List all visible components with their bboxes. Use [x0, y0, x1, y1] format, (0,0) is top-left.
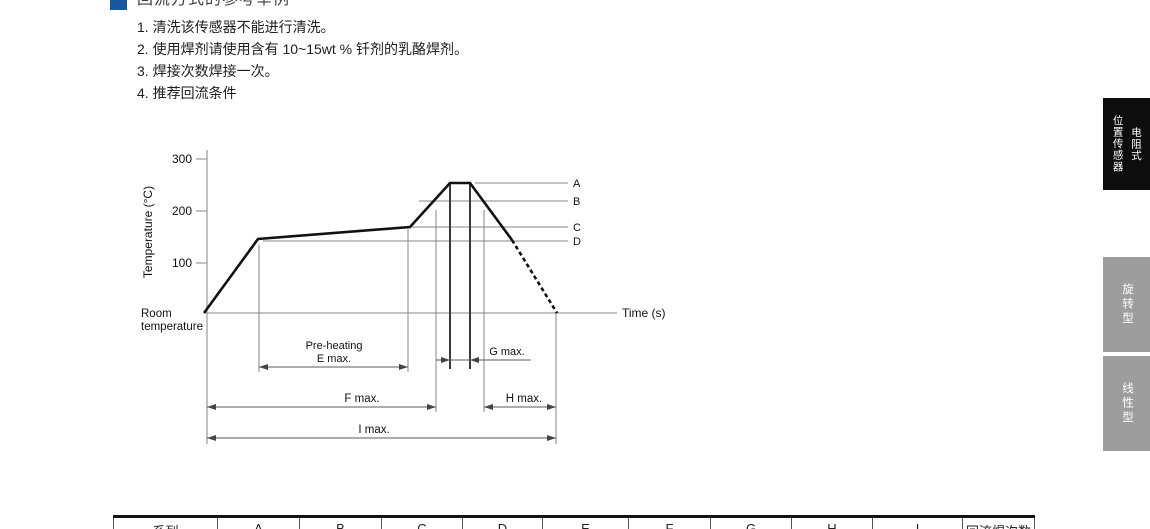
sidebar-tab-rotary-type[interactable]: 旋转型: [1103, 257, 1150, 352]
note-item: 3. 焊接次数焊接一次。: [137, 63, 279, 79]
table-header-e: E: [543, 518, 629, 529]
table-header-series: 系列: [113, 518, 218, 529]
y-axis-title: Temperature (°C): [141, 186, 155, 278]
table-header-c: C: [382, 518, 463, 529]
ref-label-d: D: [573, 236, 581, 248]
table-header-b: B: [300, 518, 382, 529]
tab-label-line: 电阻式: [1130, 126, 1142, 162]
ref-label-b: B: [573, 196, 580, 208]
arrowhead: [399, 364, 408, 370]
table-header-i: I: [873, 518, 963, 529]
dim-label-h-max: H max.: [506, 393, 542, 405]
arrowhead: [207, 435, 216, 441]
note-item: 2. 使用焊剂请使用含有 10~15wt % 钎剂的乳酪焊剂。: [137, 41, 469, 57]
x-axis-title: Time (s): [622, 306, 666, 320]
arrowhead: [427, 404, 436, 410]
table-header-a: A: [218, 518, 300, 529]
profile-curve-solid: [202, 181, 514, 314]
table-header-f: F: [629, 518, 711, 529]
table-header-g: G: [711, 518, 792, 529]
dim-label-preheating: Pre-heating: [306, 340, 363, 352]
section-bullet-icon: [110, 0, 127, 10]
arrowhead: [470, 357, 479, 363]
y-tick-label-100: 100: [172, 256, 192, 270]
arrowhead: [547, 435, 556, 441]
y-tick-label-200: 200: [172, 204, 192, 218]
table-header-h: H: [792, 518, 873, 529]
arrowhead: [207, 404, 216, 410]
reflow-profile-chart: 300 200 100 Temperature (°C) Time (s) Ro…: [141, 150, 666, 444]
note-item: 1. 清洗该传感器不能进行清洗。: [137, 19, 335, 35]
room-temperature-label-line1: Room: [141, 308, 172, 320]
tab-label-line: 位置传感器: [1111, 115, 1124, 173]
dim-label-i-max: I max.: [358, 424, 389, 436]
arrowhead: [441, 357, 450, 363]
notes-list: 1. 清洗该传感器不能进行清洗。 2. 使用焊剂请使用含有 10~15wt % …: [137, 16, 468, 104]
dim-label-f-max: F max.: [344, 393, 379, 405]
reflow-spec-table: 系列 A B C D E F G H I 回流焊次数: [113, 515, 1035, 529]
table-header-d: D: [463, 518, 543, 529]
page-title: 回流方式的参考举例: [137, 0, 290, 8]
arrowhead: [259, 364, 268, 370]
table-header-reflow-count: 回流焊次数: [963, 518, 1035, 529]
y-tick-label-300: 300: [172, 152, 192, 166]
dim-label-g-max: G max.: [489, 346, 524, 358]
sidebar-tab-linear-type[interactable]: 线性型: [1103, 356, 1150, 451]
ref-label-c: C: [573, 222, 581, 234]
room-temperature-label-line2: temperature: [141, 321, 203, 333]
sidebar-tab-resistive-position-sensor[interactable]: 电阻式 位置传感器: [1103, 98, 1150, 190]
arrowhead: [547, 404, 556, 410]
arrowhead: [484, 404, 493, 410]
note-item: 4. 推荐回流条件: [137, 85, 237, 101]
profile-curve-dashed: [510, 239, 559, 314]
dim-label-e-max: E max.: [317, 353, 351, 365]
ref-label-a: A: [573, 178, 581, 190]
